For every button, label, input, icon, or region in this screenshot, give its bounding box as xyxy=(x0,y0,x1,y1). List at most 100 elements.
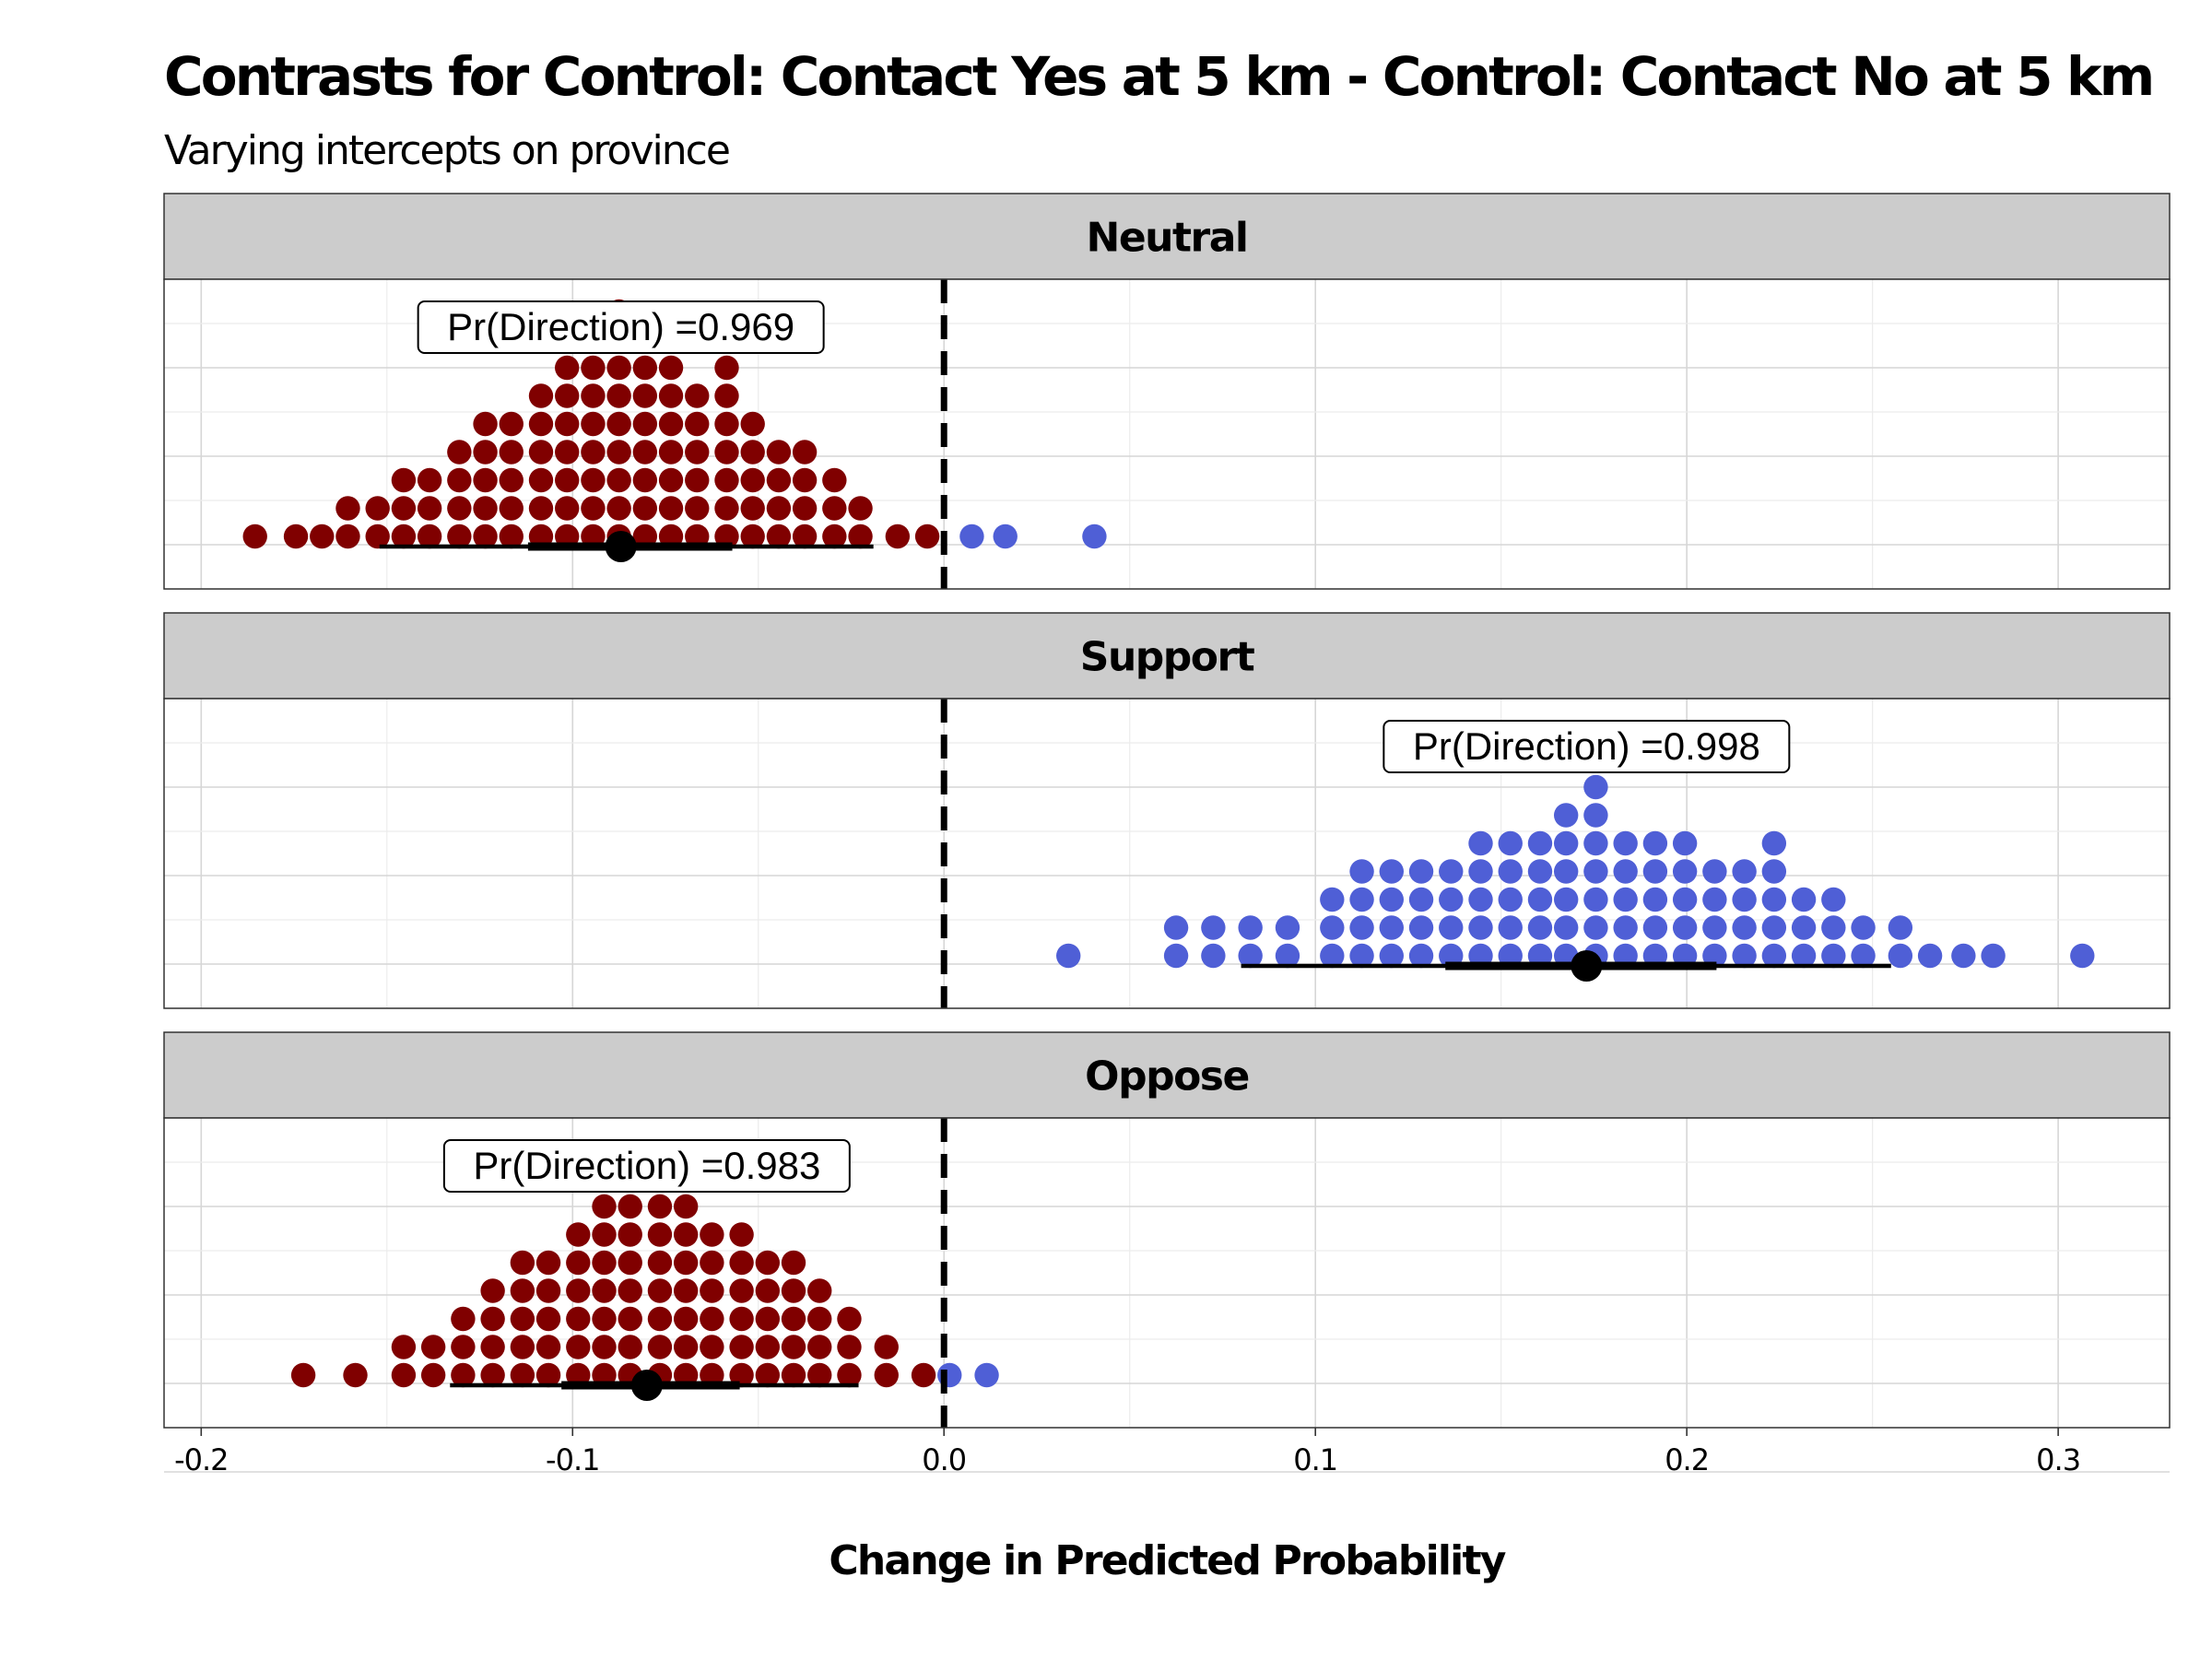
dot xyxy=(1379,859,1404,884)
dot xyxy=(792,467,818,493)
dot xyxy=(480,1335,505,1359)
dot xyxy=(685,496,710,521)
dot xyxy=(755,1250,781,1276)
dot xyxy=(714,467,739,493)
dot xyxy=(673,1306,699,1332)
dot xyxy=(1498,887,1523,912)
dot xyxy=(658,383,684,408)
dot xyxy=(420,1362,446,1388)
dot xyxy=(2070,943,2095,969)
dot xyxy=(618,1335,642,1359)
dot xyxy=(1201,943,1226,969)
dot xyxy=(1642,859,1668,884)
dot xyxy=(290,1362,316,1388)
dot xyxy=(1498,859,1523,884)
dot xyxy=(658,355,684,381)
dot xyxy=(1821,915,1846,940)
annotation-box xyxy=(417,300,825,354)
dot xyxy=(535,1278,561,1303)
dot xyxy=(714,440,739,465)
dot xyxy=(499,524,524,549)
dot xyxy=(606,383,631,408)
dot xyxy=(685,411,710,437)
dot xyxy=(781,1306,806,1332)
dot xyxy=(685,383,710,408)
dot xyxy=(729,1278,754,1303)
dot xyxy=(874,1362,899,1388)
dot xyxy=(848,496,873,521)
dot xyxy=(993,524,1018,549)
dot xyxy=(1275,915,1300,940)
panel-oppose: Oppose Pr(Direction) =0.983 xyxy=(163,1031,2171,1473)
dot xyxy=(447,467,472,493)
facet-label: Support xyxy=(1080,634,1255,681)
dot xyxy=(1888,915,1913,940)
dot xyxy=(1082,524,1107,549)
x-tick-label: 0.2 xyxy=(1665,1442,1709,1477)
dot xyxy=(781,1335,806,1359)
dot xyxy=(848,524,873,549)
dot xyxy=(528,440,554,465)
dot xyxy=(685,467,710,493)
dot xyxy=(592,1335,617,1359)
dot xyxy=(1821,943,1846,969)
dot xyxy=(1642,887,1668,912)
dot xyxy=(566,1250,591,1276)
dot xyxy=(1583,803,1608,828)
dot xyxy=(566,1222,591,1247)
dot xyxy=(766,440,792,465)
dot xyxy=(807,1306,832,1332)
dot xyxy=(391,524,417,549)
dot xyxy=(310,524,335,549)
annotation-label: Pr(Direction) =0.983 xyxy=(473,1144,820,1187)
dot xyxy=(1379,943,1404,969)
dot xyxy=(1349,915,1374,940)
dot xyxy=(528,496,554,521)
x-tick-label: 0.0 xyxy=(922,1442,966,1477)
dot xyxy=(1613,915,1638,940)
facet-label: Neutral xyxy=(1087,215,1248,262)
dot xyxy=(555,383,580,408)
dot xyxy=(1238,943,1263,969)
panel-support: Support Pr(Direction) =0.998 xyxy=(163,612,2171,1053)
dot xyxy=(480,1306,505,1332)
dot xyxy=(729,1222,754,1247)
dot xyxy=(1642,830,1668,856)
dot xyxy=(1379,915,1404,940)
dot xyxy=(632,383,658,408)
dot xyxy=(1349,943,1374,969)
dot xyxy=(755,1335,781,1359)
dot xyxy=(1439,915,1464,940)
dot xyxy=(1408,859,1434,884)
dot xyxy=(807,1362,832,1388)
dot xyxy=(658,411,684,437)
dot xyxy=(510,1306,535,1332)
dot xyxy=(447,496,472,521)
dot xyxy=(700,1222,724,1247)
chart-title: Contrasts for Control: Contact Yes at 5 … xyxy=(164,45,2155,108)
dot xyxy=(837,1306,862,1332)
dot xyxy=(1275,943,1300,969)
median-point xyxy=(630,1370,663,1401)
dot xyxy=(566,1278,591,1303)
dot xyxy=(700,1335,724,1359)
x-axis: -0.2 -0.1 0.0 0.1 0.2 0.3 xyxy=(174,1428,2081,1477)
dot xyxy=(807,1335,832,1359)
dot xyxy=(1761,943,1787,969)
dot xyxy=(451,1362,476,1388)
median-point xyxy=(1571,950,1603,982)
dot xyxy=(1163,915,1189,940)
x-tick-label: 0.3 xyxy=(2036,1442,2080,1477)
dot xyxy=(510,1362,535,1388)
annotation-box xyxy=(1382,720,1791,773)
dot xyxy=(555,496,580,521)
dot xyxy=(555,467,580,493)
dot xyxy=(1642,915,1668,940)
dot xyxy=(1468,859,1493,884)
dot xyxy=(391,496,417,521)
dot xyxy=(1761,887,1787,912)
dot xyxy=(417,467,442,493)
x-axis-title: Change in Predicted Probability xyxy=(829,1537,1505,1584)
median-point xyxy=(605,531,637,562)
